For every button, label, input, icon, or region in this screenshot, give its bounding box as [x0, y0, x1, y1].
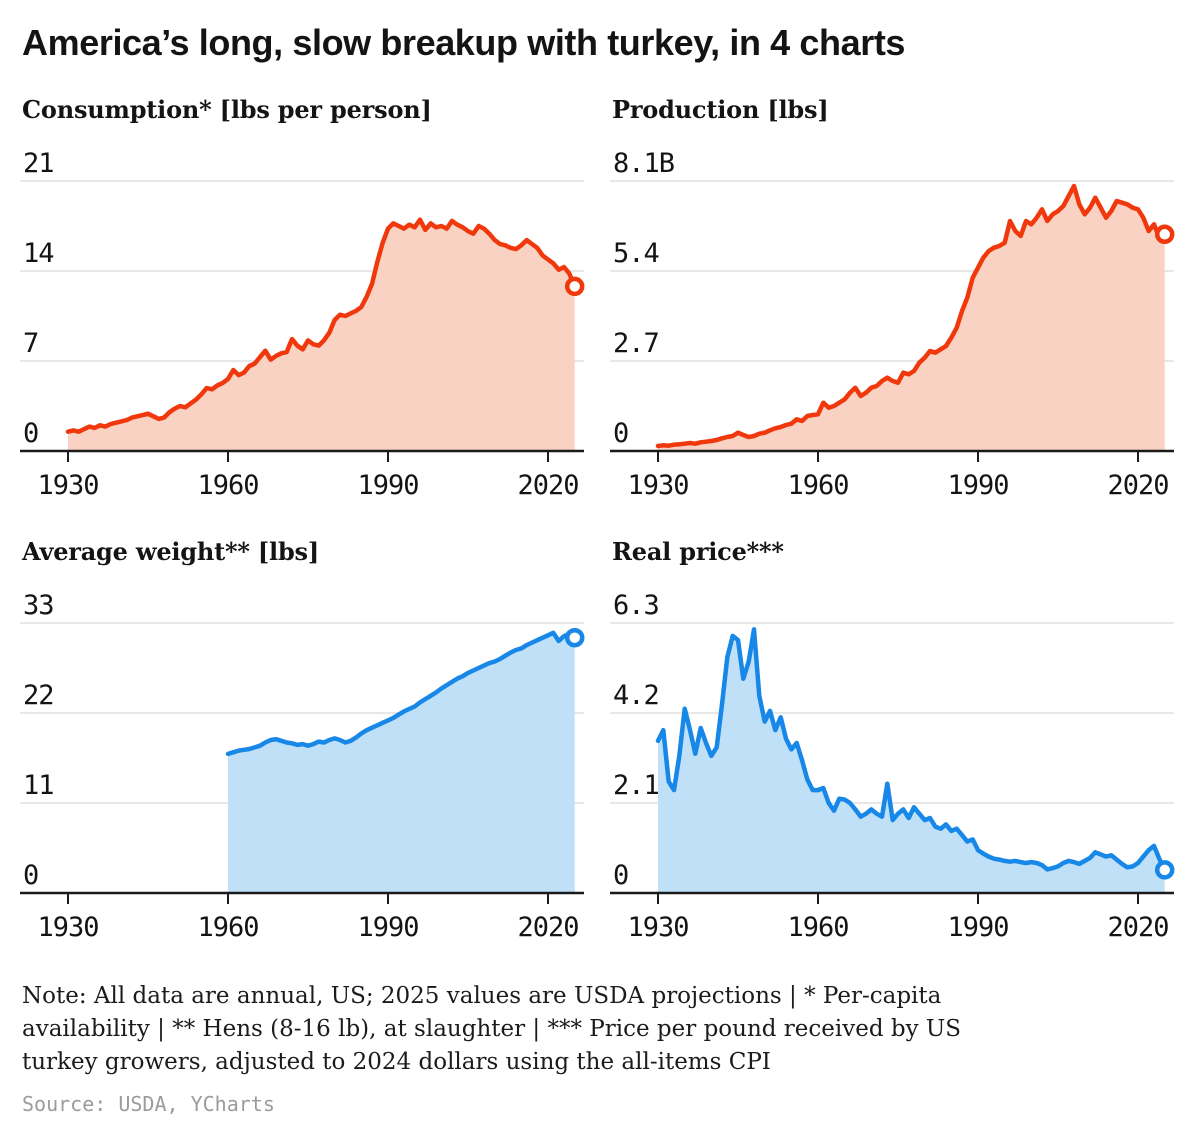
y-tick-label: 21 [23, 148, 54, 179]
area-fill [658, 629, 1165, 893]
footnote-line-1: Note: All data are annual, US; 2025 valu… [22, 983, 942, 1009]
footnote-line-2: availability | ** Hens (8-16 lb), at sla… [22, 1016, 962, 1042]
y-tick-label: 33 [23, 590, 54, 621]
y-tick-label: 14 [23, 238, 54, 269]
y-tick-label: 0 [613, 418, 628, 449]
x-tick-label: 1960 [787, 470, 848, 501]
area-fill [228, 632, 575, 893]
y-tick-label: 8.1B [613, 148, 674, 179]
x-tick-label: 1930 [627, 912, 688, 943]
endpoint-marker [564, 627, 585, 648]
y-tick-label: 22 [23, 680, 54, 711]
y-tick-label: 0 [23, 860, 38, 891]
y-tick-label: 2.1 [613, 770, 659, 801]
page-title: America’s long, slow breakup with turkey… [22, 22, 906, 63]
panel-real-price: Real price*** 1930 1960 1990 2020 0 2.1 4.2 6.3 [610, 538, 1178, 954]
y-tick-label: 4.2 [613, 680, 659, 711]
footnote: Note: All data are annual, US; 2025 valu… [22, 980, 1186, 1079]
area-fill [68, 219, 575, 451]
x-tick-label: 1960 [787, 912, 848, 943]
chart-canvas-production: 1930 1960 1990 2020 0 2.7 5.4 8.1B [610, 148, 1175, 501]
x-tick-label: 1990 [357, 470, 418, 501]
chart-title-consumption: Consumption* [lbs per person] [22, 95, 432, 124]
chart-canvas-consumption: 1930 1960 1990 2020 0 7 14 21 [20, 148, 585, 501]
y-tick-label: 0 [23, 418, 38, 449]
panel-production: Production [lbs] 1930 1960 1990 2020 0 2.7 5.4… [610, 96, 1178, 512]
x-tick-label: 1990 [947, 912, 1008, 943]
chart-title-production: Production [lbs] [612, 95, 829, 124]
footnote-line-3: turkey growers, adjusted to 2024 dollars… [22, 1049, 771, 1075]
area-fill [658, 186, 1165, 451]
x-tick-label: 1960 [197, 912, 258, 943]
x-tick-label: 2020 [517, 912, 578, 943]
y-tick-label: 0 [613, 860, 628, 891]
endpoint-marker [564, 276, 585, 297]
x-tick-label: 1990 [947, 470, 1008, 501]
endpoint-marker [1154, 224, 1175, 245]
y-tick-label: 6.3 [613, 590, 659, 621]
chart-canvas-average-weight: 1930 1960 1990 2020 0 11 22 33 [20, 590, 585, 943]
endpoint-marker [1154, 860, 1175, 880]
chart-grid: Consumption* [lbs per person] 1930 1960 19… [20, 96, 1186, 954]
source-credit: Source: USDA, YCharts [22, 1092, 275, 1116]
chart-canvas-real-price: 1930 1960 1990 2020 0 2.1 4.2 6.3 [610, 590, 1175, 943]
chart-title-real-price: Real price*** [612, 537, 784, 566]
x-tick-label: 2020 [517, 470, 578, 501]
chart-title-average-weight: Average weight** [lbs] [22, 537, 320, 566]
x-tick-label: 1930 [37, 912, 98, 943]
panel-consumption: Consumption* [lbs per person] 1930 1960 19… [20, 96, 588, 512]
x-tick-label: 1930 [37, 470, 98, 501]
line-path [655, 627, 1167, 873]
x-tick-label: 1990 [357, 912, 418, 943]
line-path [65, 217, 577, 434]
y-tick-label: 5.4 [613, 238, 659, 269]
panel-average-weight: Average weight** [lbs] 1930 1960 1990 2020 0… [20, 538, 588, 954]
x-tick-label: 2020 [1107, 912, 1168, 943]
line-path [225, 630, 577, 757]
x-tick-label: 1960 [197, 470, 258, 501]
y-tick-label: 7 [23, 328, 38, 359]
line-path [655, 183, 1167, 449]
y-tick-label: 2.7 [613, 328, 659, 359]
x-tick-label: 1930 [627, 470, 688, 501]
x-tick-label: 2020 [1107, 470, 1168, 501]
y-tick-label: 11 [23, 770, 54, 801]
